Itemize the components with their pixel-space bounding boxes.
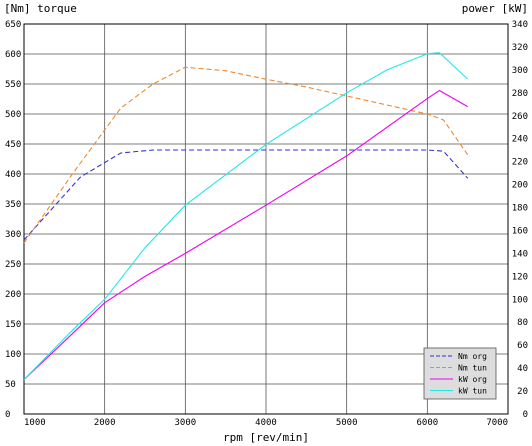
x-tick-label: 3000 [174, 418, 196, 428]
plot-frame [23, 23, 509, 415]
y-left-tick-label: 50 [5, 380, 16, 390]
y-left-tick-label: 400 [5, 170, 21, 180]
y-right-tick-label: 340 [512, 20, 528, 30]
y-left-tick-label: 550 [5, 80, 21, 90]
y-left-tick-label: 100 [5, 350, 21, 360]
x-tick-label: 5000 [336, 418, 358, 428]
y-right-tick-label: 40 [517, 364, 528, 374]
x-tick-label: 7000 [486, 418, 508, 428]
series-line-kw-org [23, 89, 468, 380]
y-left-tick-label: 650 [5, 20, 21, 30]
legend-label: Nm tun [458, 364, 487, 373]
x-tick-label: 4000 [255, 418, 277, 428]
series-lines [23, 52, 469, 380]
y-right-tick-label: 80 [517, 318, 528, 328]
legend-label: kW tun [458, 387, 487, 396]
y-left-tick-label: 0 [5, 410, 10, 420]
x-tick-label: 1000 [24, 418, 46, 428]
y-right-tick-label: 100 [512, 295, 528, 305]
y-right-tick-label: 320 [512, 43, 528, 53]
y-right-tick-label: 160 [512, 226, 528, 236]
series-line-kw-tun [23, 52, 469, 380]
y-right-tick-label: 0 [523, 410, 528, 420]
y-right-tick-label: 140 [512, 249, 528, 259]
y-right-tick-label: 300 [512, 66, 528, 76]
y-left-tick-label: 250 [5, 260, 21, 270]
y-left-tick-label: 200 [5, 290, 21, 300]
series-line-nm-org [23, 149, 469, 241]
y-right-tick-label: 280 [512, 89, 528, 99]
x-tick-label: 6000 [416, 418, 438, 428]
y-left-axis-title: [Nm] torque [4, 2, 77, 15]
y-right-axis-title: power [kW] [462, 2, 528, 15]
y-right-tick-label: 20 [517, 387, 528, 397]
legend-label: kW org [458, 375, 487, 384]
y-left-tick-label: 350 [5, 200, 21, 210]
legend: Nm org Nm tun kW org kW tun [423, 347, 497, 400]
y-left-tick-label: 600 [5, 50, 21, 60]
y-left-tick-label: 150 [5, 320, 21, 330]
series-line-nm-tun [23, 66, 469, 244]
y-left-tick-label: 450 [5, 140, 21, 150]
x-tick-label: 2000 [94, 418, 116, 428]
y-left-tick-label: 300 [5, 230, 21, 240]
legend-label: Nm org [458, 352, 487, 361]
y-right-tick-label: 180 [512, 204, 528, 214]
y-right-tick-label: 200 [512, 181, 528, 191]
y-right-tick-label: 60 [517, 341, 528, 351]
x-axis-title: rpm [rev/min] [223, 431, 309, 444]
y-right-tick-label: 240 [512, 135, 528, 145]
y-right-tick-label: 260 [512, 112, 528, 122]
y-left-tick-label: 500 [5, 110, 21, 120]
tick-labels: 1000 2000 3000 4000 5000 6000 7000050100150200… [5, 20, 528, 428]
y-right-tick-label: 120 [512, 272, 528, 282]
y-right-tick-label: 220 [512, 158, 528, 168]
